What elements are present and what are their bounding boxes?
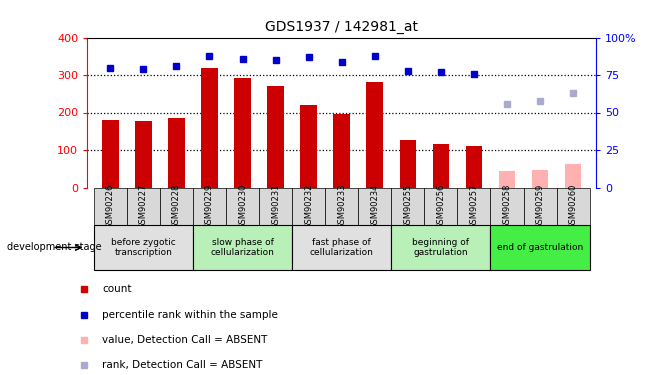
Bar xyxy=(168,118,185,188)
Text: GSM90255: GSM90255 xyxy=(403,184,412,229)
Bar xyxy=(334,114,350,188)
Bar xyxy=(94,225,193,270)
Bar xyxy=(127,188,160,225)
Bar xyxy=(399,140,416,188)
Bar xyxy=(498,171,515,188)
Bar xyxy=(325,188,358,225)
Text: GSM90234: GSM90234 xyxy=(371,184,379,229)
Bar xyxy=(433,144,449,188)
Bar xyxy=(292,188,325,225)
Text: count: count xyxy=(103,284,132,294)
Bar xyxy=(292,225,391,270)
Text: GSM90260: GSM90260 xyxy=(569,184,578,229)
Bar xyxy=(102,120,119,188)
Text: GSM90259: GSM90259 xyxy=(535,184,545,229)
Bar xyxy=(424,188,458,225)
Text: GSM90232: GSM90232 xyxy=(304,184,313,229)
Bar xyxy=(160,188,193,225)
Text: development stage: development stage xyxy=(7,243,101,252)
Bar xyxy=(94,188,127,225)
Text: end of gastrulation: end of gastrulation xyxy=(497,243,583,252)
Bar xyxy=(391,188,424,225)
Text: GSM90230: GSM90230 xyxy=(238,184,247,229)
Text: GSM90226: GSM90226 xyxy=(106,184,115,229)
Text: slow phase of
cellularization: slow phase of cellularization xyxy=(210,238,275,257)
Bar xyxy=(193,188,226,225)
Bar xyxy=(490,188,523,225)
Text: before zygotic
transcription: before zygotic transcription xyxy=(111,238,176,257)
Text: GSM90256: GSM90256 xyxy=(436,184,446,229)
Text: GSM90233: GSM90233 xyxy=(337,183,346,229)
Bar xyxy=(458,188,490,225)
Bar xyxy=(226,188,259,225)
Text: GSM90258: GSM90258 xyxy=(502,184,511,229)
Text: GSM90231: GSM90231 xyxy=(271,184,280,229)
Text: GSM90229: GSM90229 xyxy=(205,184,214,229)
Bar xyxy=(201,68,218,188)
Text: rank, Detection Call = ABSENT: rank, Detection Call = ABSENT xyxy=(103,360,263,370)
Bar xyxy=(267,86,284,188)
Bar xyxy=(557,188,590,225)
Text: percentile rank within the sample: percentile rank within the sample xyxy=(103,309,278,320)
Bar xyxy=(358,188,391,225)
Bar xyxy=(234,78,251,188)
Bar xyxy=(259,188,292,225)
Bar xyxy=(565,164,582,188)
Bar xyxy=(300,105,317,188)
Title: GDS1937 / 142981_at: GDS1937 / 142981_at xyxy=(265,20,418,34)
Bar xyxy=(135,121,151,188)
Text: GSM90257: GSM90257 xyxy=(470,184,478,229)
Text: value, Detection Call = ABSENT: value, Detection Call = ABSENT xyxy=(103,335,268,345)
Bar xyxy=(366,82,383,188)
Bar xyxy=(523,188,557,225)
Bar xyxy=(466,146,482,188)
Bar xyxy=(490,225,590,270)
Bar xyxy=(532,170,548,188)
Text: beginning of
gastrulation: beginning of gastrulation xyxy=(413,238,470,257)
Bar xyxy=(391,225,490,270)
Text: GSM90228: GSM90228 xyxy=(172,184,181,229)
Text: fast phase of
cellularization: fast phase of cellularization xyxy=(310,238,374,257)
Bar xyxy=(193,225,292,270)
Text: GSM90227: GSM90227 xyxy=(139,184,148,229)
